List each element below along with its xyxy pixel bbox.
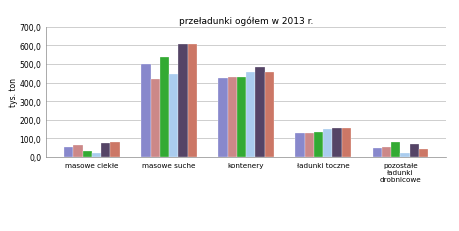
Bar (159, 57, 168, 157)
Bar (110, 142, 119, 157)
Bar (381, 147, 390, 157)
Bar (168, 74, 178, 157)
Bar (64, 147, 73, 157)
Legend: I, II, III, IV, V, VI: I, II, III, IV, V, VI (183, 228, 308, 231)
Bar (304, 134, 313, 157)
Bar (255, 68, 264, 157)
Bar (264, 73, 273, 157)
Bar (92, 154, 101, 157)
Bar (246, 73, 255, 157)
Bar (236, 77, 246, 157)
Bar (341, 128, 350, 157)
Bar (83, 151, 92, 157)
Bar (323, 130, 332, 157)
Bar (399, 153, 409, 157)
Bar (372, 148, 381, 157)
Bar (418, 149, 427, 157)
Bar (390, 142, 399, 157)
Bar (218, 79, 227, 157)
Bar (73, 145, 83, 157)
Bar (409, 145, 418, 157)
Bar (332, 128, 341, 157)
Y-axis label: tys. ton: tys. ton (9, 78, 18, 107)
Title: przeładunki ogółem w 2013 r.: przeładunki ogółem w 2013 r. (179, 16, 313, 26)
Bar (101, 144, 110, 157)
Bar (150, 79, 159, 157)
Bar (227, 78, 236, 157)
Bar (295, 134, 304, 157)
Bar (313, 133, 323, 157)
Bar (141, 65, 150, 157)
Bar (187, 44, 196, 157)
Bar (178, 45, 187, 157)
